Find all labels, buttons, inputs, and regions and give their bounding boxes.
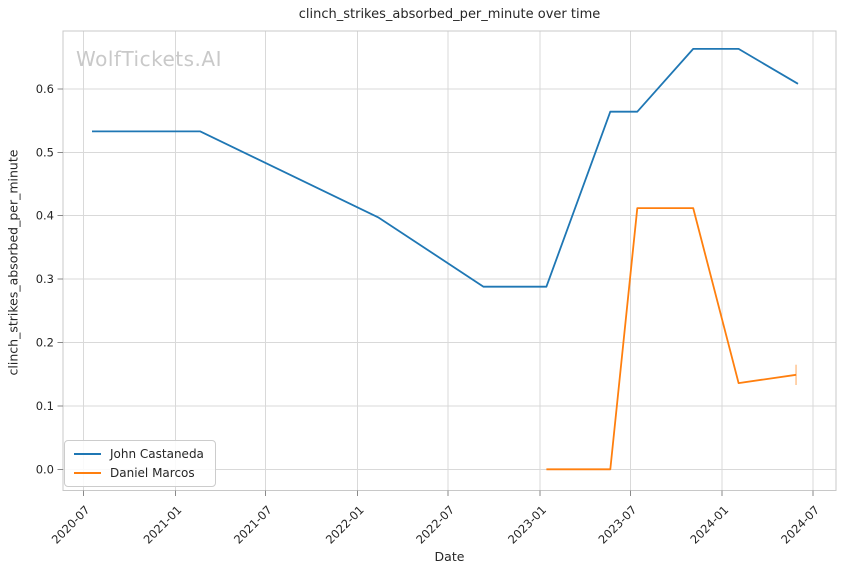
y-tick-label: 0.4 bbox=[36, 209, 54, 223]
x-tick-label: 2023-07 bbox=[596, 503, 640, 547]
y-axis-label: clinch_strikes_absorbed_per_minute bbox=[5, 149, 21, 376]
y-tick-label: 0.3 bbox=[36, 272, 54, 286]
chart-title: clinch_strikes_absorbed_per_minute over … bbox=[298, 7, 601, 22]
watermark: WolfTickets.AI bbox=[76, 47, 222, 71]
y-tick-label: 0.6 bbox=[36, 82, 54, 96]
legend-item-daniel-marcos: Daniel Marcos bbox=[74, 465, 204, 481]
legend-label: Daniel Marcos bbox=[110, 466, 195, 480]
x-tick-label: 2023-01 bbox=[505, 503, 549, 547]
y-tick-label: 0.1 bbox=[36, 399, 54, 413]
x-tick-label: 2022-01 bbox=[323, 503, 367, 547]
plot-border bbox=[62, 30, 837, 492]
legend-swatch-blue-line-icon bbox=[74, 453, 101, 455]
series-line bbox=[546, 207, 797, 471]
y-tick-label: 0.2 bbox=[36, 336, 54, 350]
x-axis-label: Date bbox=[434, 549, 465, 564]
y-tick-label: 0.0 bbox=[36, 462, 54, 476]
x-tick-label: 2024-07 bbox=[778, 503, 822, 547]
x-tick-label: 2022-07 bbox=[413, 503, 457, 547]
x-tick-label: 2024-01 bbox=[687, 503, 731, 547]
legend: John Castaneda Daniel Marcos bbox=[64, 440, 216, 487]
x-tick-label: 2021-01 bbox=[141, 503, 185, 547]
legend-swatch-orange-line-icon bbox=[74, 472, 101, 474]
legend-item-john-castaneda: John Castaneda bbox=[74, 446, 204, 462]
series-line bbox=[92, 48, 799, 288]
x-tick-label: 2021-07 bbox=[231, 503, 275, 547]
x-tick-label: 2020-07 bbox=[49, 503, 93, 547]
y-tick-label: 0.5 bbox=[36, 145, 54, 159]
legend-label: John Castaneda bbox=[110, 447, 204, 461]
